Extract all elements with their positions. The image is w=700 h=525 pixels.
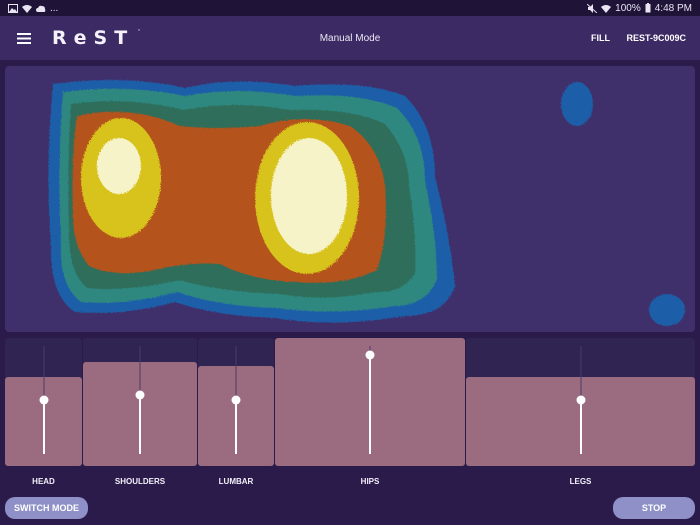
pressure-map: [5, 66, 695, 332]
slider-track-lower: [139, 394, 141, 454]
logo-text: ReST: [52, 27, 135, 49]
slider-knob[interactable]: [39, 395, 48, 405]
zone-controls: [5, 338, 695, 466]
mute-icon: [587, 3, 598, 13]
cloud-icon: [36, 5, 46, 12]
zone-label: LUMBAR: [218, 477, 254, 486]
pressure-spot: [649, 294, 685, 326]
menu-button[interactable]: [0, 16, 48, 60]
pressure-heatmap: [48, 79, 685, 326]
logo-mark: ·: [137, 27, 141, 34]
slider-track-lower: [235, 400, 237, 454]
hamburger-menu-icon: [17, 32, 31, 44]
zone-label: HIPS: [360, 477, 380, 486]
slider-knob[interactable]: [365, 350, 375, 360]
status-bar: ... 100% 4:48 PM: [0, 0, 700, 16]
battery-percent: 100%: [615, 2, 641, 14]
image-icon: [8, 3, 18, 13]
fill-button[interactable]: FILL: [591, 33, 610, 43]
battery-icon: [645, 3, 651, 13]
slider-track-upper: [580, 346, 581, 400]
pressure-spot: [561, 82, 593, 126]
pressure-zone-peak-hips: [271, 138, 347, 254]
app-bar: ReST · Manual Mode FILL REST-9C009C: [0, 16, 700, 60]
status-ellipsis: ...: [50, 2, 59, 14]
slider-track-upper: [139, 346, 141, 395]
slider-track-lower: [579, 400, 582, 454]
rest-logo: ReST ·: [52, 27, 140, 49]
switch-mode-button[interactable]: SWITCH MODE: [5, 497, 88, 519]
stop-button[interactable]: STOP: [613, 497, 695, 519]
clock: 4:48 PM: [654, 2, 692, 14]
zone-lumbar: [198, 338, 274, 466]
zone-label: HEAD: [32, 477, 55, 486]
zone-label: SHOULDERS: [114, 477, 166, 486]
wifi-icon: [22, 4, 32, 13]
zone-hips: [275, 338, 465, 466]
zone-shoulders: [83, 338, 197, 466]
device-id: REST-9C009C: [626, 33, 686, 43]
pressure-zone-peak-shoulders: [97, 138, 141, 194]
slider-track-lower: [369, 354, 371, 454]
wifi-icon: [601, 4, 612, 13]
slider-track-upper: [235, 346, 237, 400]
slider-knob[interactable]: [135, 390, 145, 400]
slider-knob[interactable]: [231, 395, 241, 405]
zone-head: [5, 338, 82, 466]
slider-track-upper: [43, 346, 44, 400]
slider-knob[interactable]: [576, 395, 585, 405]
zone-legs: [466, 338, 695, 466]
slider-track-lower: [42, 400, 45, 454]
zone-label: LEGS: [569, 477, 592, 486]
